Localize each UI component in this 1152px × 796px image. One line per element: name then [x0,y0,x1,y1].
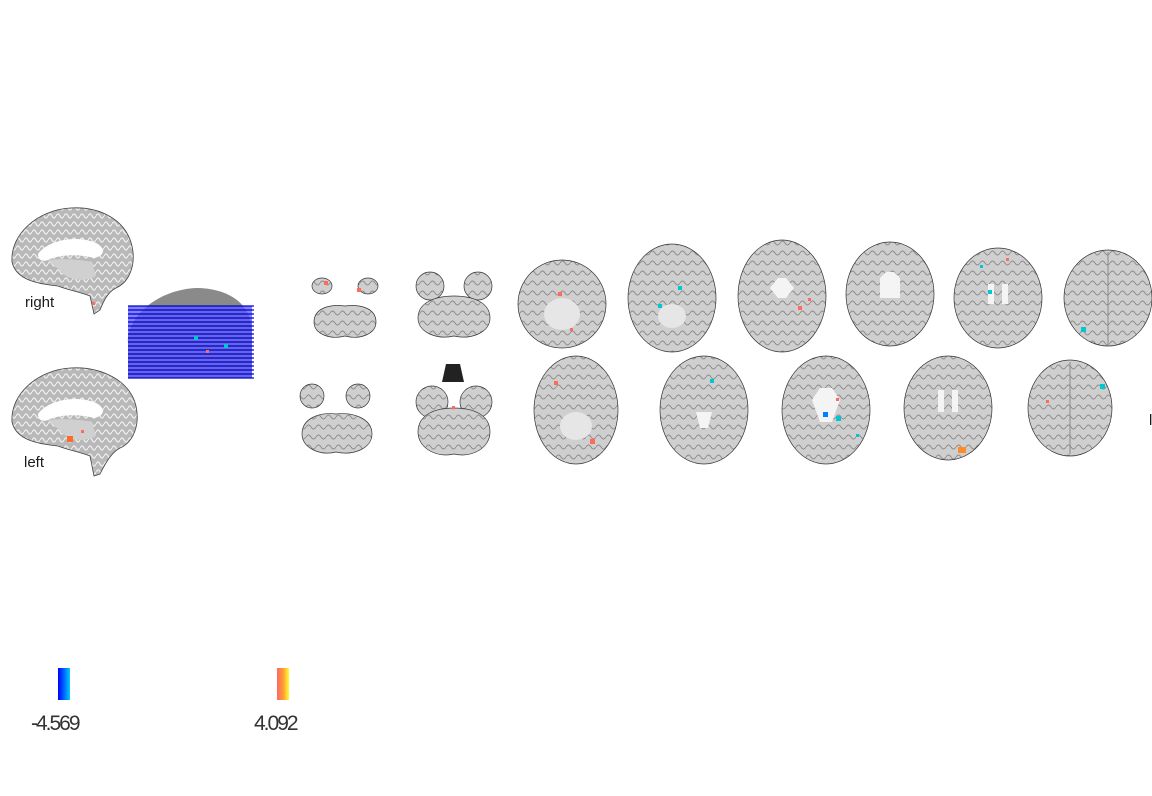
negative-colorbar-label: -4.569 [31,712,81,735]
edge-marker: l [1149,412,1152,429]
slice-locator-view [126,286,256,382]
axial-slices-bottom [299,355,1113,465]
sagittal-left-view [8,364,142,478]
sagittal-right-label: right [25,294,55,311]
negative-colorbar [58,668,70,700]
axial-slice [953,247,1043,349]
axial-slices-bottom-row [296,352,1152,470]
positive-colorbar [277,668,289,700]
axial-slice [311,277,379,338]
axial-slice [415,364,493,456]
slice-lines [128,305,254,379]
sagittal-left-brain [11,367,138,477]
activation-blob [92,302,95,305]
positive-colorbar-label: 4.092 [254,712,299,735]
axial-slice [737,239,827,353]
axial-slice [517,259,607,349]
activation-blob [67,436,73,442]
axial-slices-top-row [300,238,1152,356]
sagittal-left-label: left [24,454,45,471]
axial-slice [415,271,493,338]
slice-locator [127,288,254,379]
axial-slice [845,241,935,347]
activation-blob [81,430,84,433]
axial-slice [781,355,871,465]
axial-slices-top [311,239,1152,353]
axial-slice [1027,359,1113,457]
axial-slice [299,383,373,454]
axial-slice [1063,249,1152,347]
axial-slice [627,243,717,353]
sagittal-right-brain [11,207,134,315]
axial-slice [903,355,993,461]
axial-slice [659,355,749,465]
axial-slice [533,355,619,465]
sagittal-right-view [8,204,138,316]
